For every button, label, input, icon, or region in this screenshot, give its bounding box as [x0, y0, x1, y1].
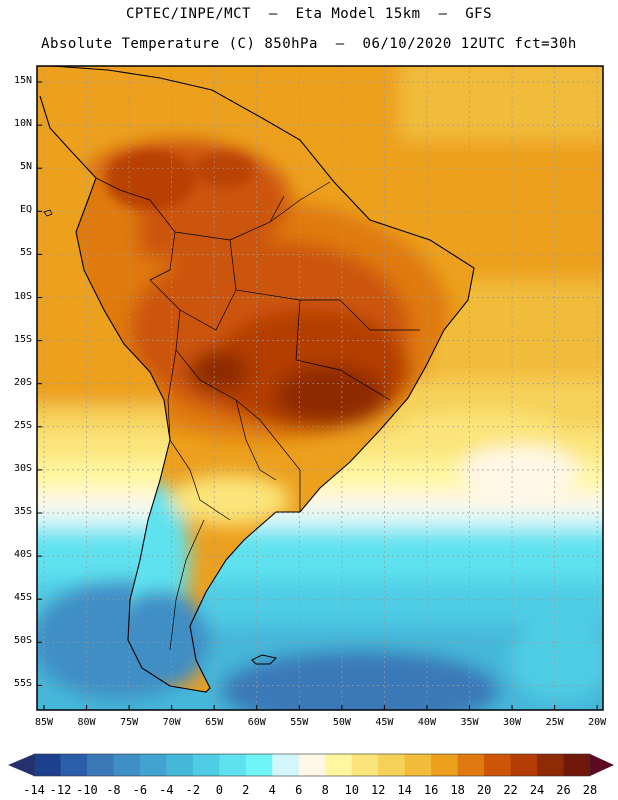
colorbar-left-arrow: [8, 754, 34, 776]
colorbar-swatch: [404, 754, 432, 776]
lon-label: 30W: [503, 717, 522, 728]
colorbar-label: 18: [450, 783, 465, 797]
lon-label: 75W: [120, 717, 139, 728]
lat-label: 45S: [13, 592, 32, 604]
lat-label: 5N: [19, 161, 32, 173]
falkland-islands: [251, 654, 278, 665]
colorbar-label: -10: [76, 783, 98, 797]
colorbar-label: 6: [295, 783, 303, 797]
colorbar-label: 10: [344, 783, 359, 797]
colorbar-label: -12: [49, 783, 72, 797]
lat-label: 40S: [13, 549, 32, 561]
colorbar-label: 24: [529, 783, 545, 797]
lon-label: 55W: [290, 717, 309, 728]
map-field: [37, 66, 603, 710]
lat-label: 15S: [13, 333, 32, 345]
country-borders: [95, 177, 420, 651]
colorbar-swatch: [298, 754, 326, 776]
lat-label: EQ: [19, 204, 32, 216]
lon-label: 50W: [332, 717, 351, 728]
lat-label: 5S: [19, 247, 32, 259]
colorbar-swatch: [510, 754, 538, 776]
colorbar-swatch: [537, 754, 565, 776]
colorbar-swatch: [86, 754, 114, 776]
colorbar-swatch: [325, 754, 353, 776]
colorbar: [8, 753, 614, 777]
colorbar-swatch: [378, 754, 406, 776]
colorbar-swatch: [431, 754, 459, 776]
colorbar-label: 20: [476, 783, 492, 797]
colorbar-swatch: [563, 754, 591, 776]
colorbar-label: 16: [423, 783, 439, 797]
map-frame: [36, 65, 604, 711]
colorbar-label: -4: [159, 783, 174, 797]
lon-label: 20W: [588, 717, 607, 728]
lat-label: 20S: [13, 376, 32, 388]
colorbar-label: -6: [132, 783, 148, 797]
lon-label: 60W: [247, 717, 266, 728]
lat-label: 50S: [13, 635, 32, 647]
colorbar-label: 14: [397, 783, 412, 797]
colorbar-label: 26: [556, 783, 571, 797]
colorbar-label: -2: [185, 783, 201, 797]
lat-label: 30S: [13, 462, 32, 474]
axis-ticks: [37, 81, 598, 710]
lat-label: 10S: [13, 290, 32, 302]
colorbar-swatch: [34, 754, 61, 776]
colorbar-swatch: [139, 754, 167, 776]
lon-label: 35W: [460, 717, 479, 728]
colorbar-swatch: [351, 754, 379, 776]
lon-label: 70W: [162, 717, 181, 728]
lat-label: 35S: [13, 506, 32, 517]
colorbar-label: -14: [23, 783, 45, 797]
colorbar-swatch: [272, 754, 300, 776]
colorbar-right-arrow: [590, 754, 614, 776]
colorbar-swatch: [192, 754, 220, 776]
colorbar-label: -8: [106, 783, 121, 797]
galapagos-islands: [43, 209, 53, 217]
colorbar-swatch: [484, 754, 512, 776]
lon-label: 25W: [545, 717, 564, 728]
colorbar-swatch: [166, 754, 194, 776]
lon-label: 40W: [417, 717, 436, 728]
lat-label: 55S: [13, 678, 32, 690]
lon-label: 80W: [77, 717, 96, 728]
colorbar-swatch: [219, 754, 247, 776]
colorbar-label: 12: [370, 783, 386, 797]
coastline: [39, 65, 475, 693]
colorbar-swatch: [457, 754, 485, 776]
colorbar-swatch: [245, 754, 273, 776]
colorbar-label: 28: [582, 783, 598, 797]
lat-label: 10N: [13, 118, 32, 130]
title-line-2: Absolute Temperature (C) 850hPa – 06/10/…: [41, 36, 577, 52]
lon-label: 65W: [205, 717, 224, 728]
colorbar-label: 2: [242, 783, 250, 797]
title-line-1: CPTEC/INPE/MCT – Eta Model 15km – GFS: [125, 6, 493, 22]
colorbar-label: 0: [215, 783, 223, 797]
lon-label: 45W: [375, 717, 394, 728]
colorbar-swatch: [113, 754, 141, 776]
colorbar-label: 8: [321, 783, 329, 797]
lon-label: 85W: [34, 717, 54, 728]
colorbar-label: 22: [503, 783, 518, 797]
lat-label: 25S: [13, 419, 32, 431]
colorbar-swatch: [60, 754, 88, 776]
colorbar-label: 4: [268, 783, 276, 797]
colorbar-border: [33, 753, 591, 777]
lat-lon-grid: [37, 66, 603, 710]
lat-label: 15N: [13, 75, 32, 86]
